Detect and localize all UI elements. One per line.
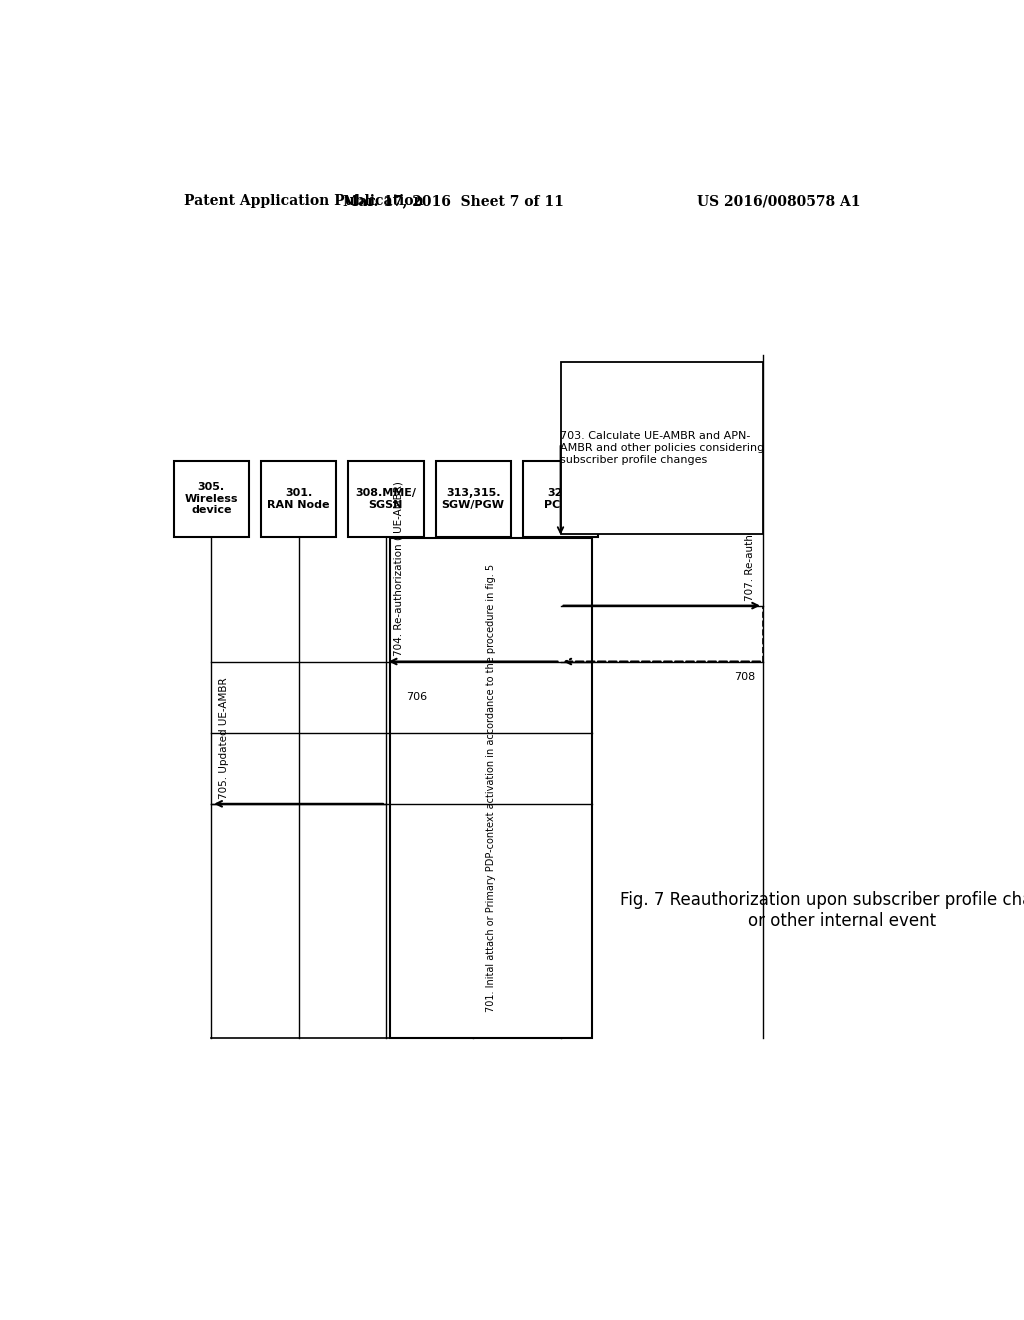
Bar — [560, 362, 763, 535]
Text: 708: 708 — [733, 672, 755, 681]
Text: Patent Application Publication: Patent Application Publication — [183, 194, 423, 209]
Text: 705. Updated UE-AMBR: 705. Updated UE-AMBR — [219, 677, 229, 799]
Text: Fig. 7 Reauthorization upon subscriber profile change
or other internal event: Fig. 7 Reauthorization upon subscriber p… — [620, 891, 1024, 929]
Text: US 2016/0080578 A1: US 2016/0080578 A1 — [697, 194, 860, 209]
Text: 305.
Wireless
device: 305. Wireless device — [184, 482, 238, 516]
Text: 704. Re-authorization ( UE-AMBR): 704. Re-authorization ( UE-AMBR) — [394, 482, 403, 656]
Bar — [261, 461, 336, 537]
Text: 313,315.
SGW/PGW: 313,315. SGW/PGW — [441, 488, 505, 510]
Bar — [523, 461, 598, 537]
Text: 706: 706 — [406, 692, 427, 702]
Bar — [174, 461, 249, 537]
Bar — [348, 461, 424, 537]
Text: 702. Event: 702. Event — [568, 463, 629, 474]
Text: 701. Inital attach or Primary PDP-context activation in accordance to the proced: 701. Inital attach or Primary PDP-contex… — [486, 564, 496, 1011]
Text: 301.
RAN Node: 301. RAN Node — [267, 488, 330, 510]
Text: 703. Calculate UE-AMBR and APN-
AMBR and other policies considering
subscriber p: 703. Calculate UE-AMBR and APN- AMBR and… — [559, 432, 764, 465]
Bar — [390, 537, 592, 1038]
Text: 308.MME/
SGSN: 308.MME/ SGSN — [355, 488, 417, 510]
Text: 707. Re-authorization (APN-AMBR): 707. Re-authorization (APN-AMBR) — [744, 422, 755, 601]
Text: Mar. 17, 2016  Sheet 7 of 11: Mar. 17, 2016 Sheet 7 of 11 — [343, 194, 564, 209]
Text: 320.
PCRF: 320. PCRF — [545, 488, 577, 510]
Bar — [435, 461, 511, 537]
